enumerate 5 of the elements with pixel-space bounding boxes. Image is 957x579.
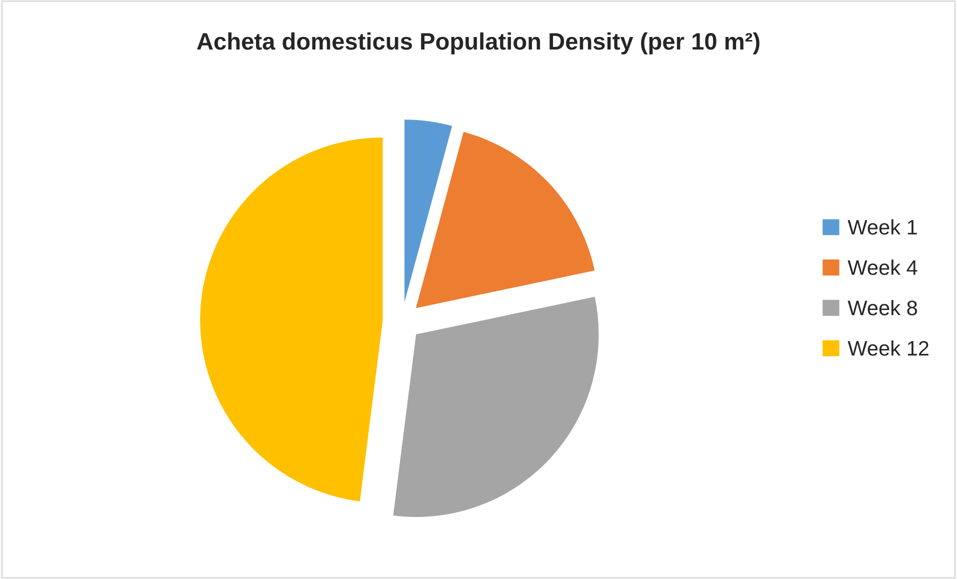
legend-label: Week 8 <box>848 300 917 316</box>
chart-title: Acheta domesticus Population Density (per 10 m²) <box>197 32 760 54</box>
legend-label: Week 1 <box>848 219 917 235</box>
legend-label: Week 12 <box>848 340 928 356</box>
legend-label: Week 4 <box>848 260 918 275</box>
